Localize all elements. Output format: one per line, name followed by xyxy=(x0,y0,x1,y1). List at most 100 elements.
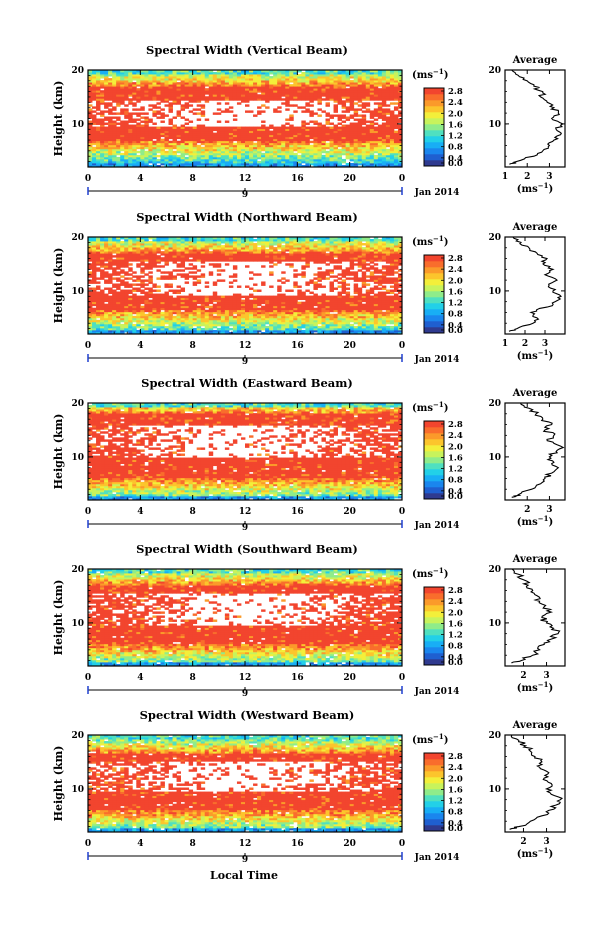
heatmap-cell xyxy=(333,104,338,107)
heatmap-cell xyxy=(200,154,206,158)
heatmap-cell xyxy=(176,136,181,140)
heatmap-cell xyxy=(152,134,157,138)
heatmap-cell xyxy=(224,74,230,77)
heatmap-cell xyxy=(168,126,173,129)
heatmap-cell xyxy=(212,74,218,77)
heatmap-cell xyxy=(313,120,318,123)
heatmap-cell xyxy=(88,142,93,146)
heatmap-cell xyxy=(349,98,355,101)
heatmap-cell xyxy=(196,279,202,282)
heatmap-cell xyxy=(365,158,371,162)
heatmap-cell xyxy=(357,148,363,152)
x-tick-label: 0 xyxy=(399,174,405,184)
heatmap-cell xyxy=(289,134,294,138)
heatmap-cell xyxy=(236,96,242,99)
heatmap-cell xyxy=(176,146,181,150)
heatmap-cell xyxy=(204,146,210,150)
heatmap-cell xyxy=(373,76,379,79)
heatmap-cell xyxy=(104,271,109,274)
heatmap-cell xyxy=(333,72,338,75)
heatmap-cell xyxy=(317,128,322,132)
heatmap-cell xyxy=(232,82,238,85)
heatmap-cell xyxy=(132,78,137,81)
heatmap-cell xyxy=(176,88,181,91)
heatmap-cell xyxy=(257,134,262,138)
heatmap-cell xyxy=(281,76,286,79)
heatmap-cell xyxy=(301,122,306,125)
heatmap-cell xyxy=(148,98,153,101)
heatmap-cell xyxy=(120,138,125,142)
heatmap-cell xyxy=(144,98,149,101)
heatmap-cell xyxy=(325,114,330,117)
heatmap-cell xyxy=(357,128,363,132)
heatmap-cell xyxy=(196,86,202,89)
heatmap-cell xyxy=(349,146,355,150)
heatmap-cell xyxy=(204,128,210,132)
heatmap-cell xyxy=(361,88,367,91)
heatmap-cell xyxy=(224,152,230,156)
heatmap-cell xyxy=(132,120,137,123)
heatmap-cell xyxy=(261,295,266,299)
heatmap-cell xyxy=(293,136,298,140)
heatmap-cell xyxy=(365,160,371,164)
heatmap-cell xyxy=(309,140,314,144)
heatmap-cell xyxy=(232,98,238,101)
heatmap-cell xyxy=(88,331,93,335)
heatmap-cell xyxy=(232,74,238,77)
heatmap-cell xyxy=(381,76,387,79)
heatmap-cell xyxy=(289,146,294,150)
heatmap-cell xyxy=(317,108,322,111)
heatmap-cell xyxy=(393,154,399,158)
heatmap-cell xyxy=(140,116,145,119)
heatmap-cell xyxy=(216,138,222,142)
heatmap-cell xyxy=(273,134,278,138)
heatmap-cell xyxy=(349,154,355,158)
heatmap-cell xyxy=(152,142,157,146)
heatmap-cell xyxy=(160,144,165,148)
heatmap-cell xyxy=(309,76,314,79)
heatmap-cell xyxy=(172,100,177,103)
heatmap-cell xyxy=(365,152,371,156)
heatmap-cell xyxy=(329,78,334,81)
heatmap-cell xyxy=(257,273,262,276)
heatmap-cell xyxy=(112,162,117,166)
heatmap-cell xyxy=(100,160,105,164)
heatmap-cell xyxy=(212,132,218,136)
heatmap-cell xyxy=(196,146,202,150)
heatmap-cell xyxy=(176,82,181,85)
heatmap-cell xyxy=(389,88,395,91)
heatmap-cell xyxy=(172,98,177,101)
colorbar-segment xyxy=(424,118,444,125)
heatmap-cell xyxy=(216,134,222,138)
heatmap-cell xyxy=(140,94,145,97)
heatmap-cell xyxy=(365,156,371,160)
heatmap-cell xyxy=(357,132,363,136)
heatmap-cell xyxy=(128,78,133,81)
colorbar-tick-label: 2.4 xyxy=(448,98,463,108)
heatmap-cell xyxy=(144,112,149,115)
heatmap-cell xyxy=(208,96,214,99)
heatmap-cell xyxy=(184,136,190,140)
heatmap-cell xyxy=(273,154,278,158)
heatmap-cell xyxy=(188,152,194,156)
heatmap-cell xyxy=(377,84,383,87)
heatmap-cell xyxy=(253,144,258,148)
heatmap-cell xyxy=(393,94,399,97)
heatmap-cell xyxy=(305,82,310,85)
heatmap-cell xyxy=(240,126,246,129)
heatmap-cell xyxy=(333,164,338,168)
heatmap-cell xyxy=(148,118,153,121)
heatmap-cell xyxy=(92,126,97,129)
heatmap-cell xyxy=(249,271,254,274)
heatmap-cell xyxy=(285,94,290,97)
heatmap-cell xyxy=(285,164,290,168)
heatmap-cell xyxy=(192,138,198,142)
heatmap-cell xyxy=(329,128,334,132)
heatmap-cell xyxy=(257,148,262,152)
heatmap-cell xyxy=(317,122,322,125)
heatmap-cell xyxy=(216,128,222,132)
heatmap-cell xyxy=(249,134,254,138)
heatmap-cell xyxy=(393,86,399,89)
heatmap-cell xyxy=(96,96,101,99)
heatmap-cell xyxy=(128,138,133,142)
